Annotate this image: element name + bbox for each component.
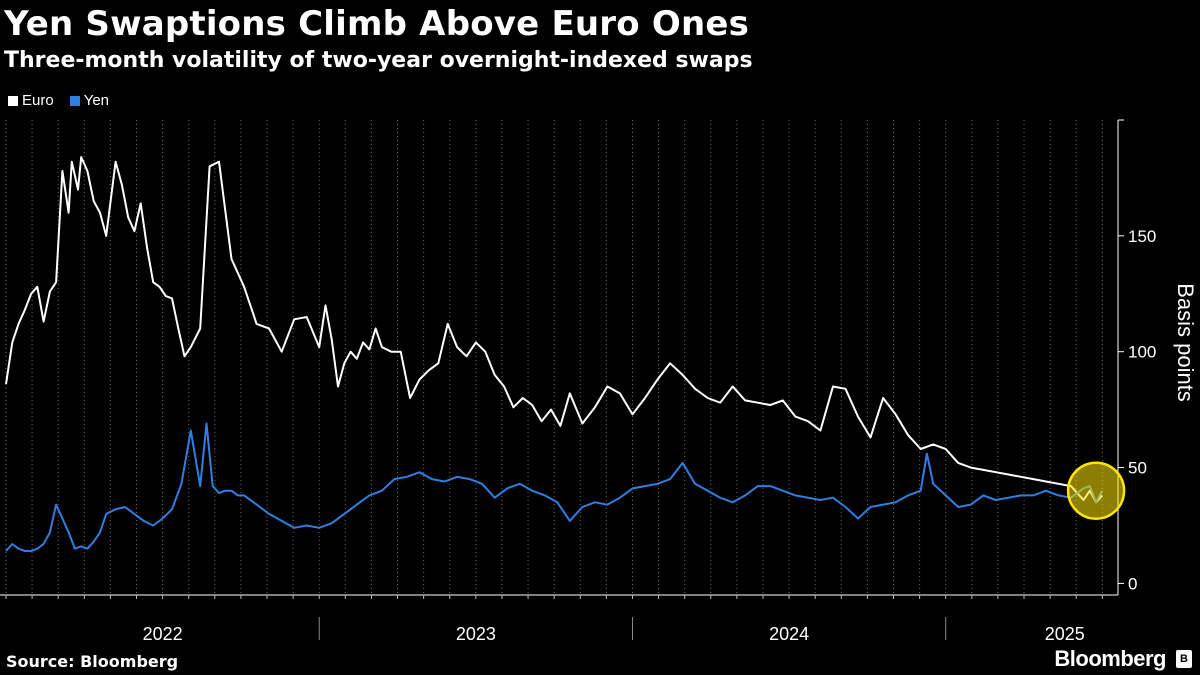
source-note: Source: Bloomberg [6,652,179,671]
legend-swatch-yen [69,95,80,106]
x-tick-label: 2025 [1045,624,1085,640]
y-tick-label: 0 [1128,574,1137,593]
legend-swatch-euro [8,95,18,106]
y-axis-label: Basis points [1173,283,1198,402]
chart-subtitle: Three-month volatility of two-year overn… [4,48,753,73]
highlight-circle [1066,461,1126,520]
x-tick-label: 2022 [143,624,183,640]
line-chart: 2022 2023 2024 2025 0 50 100 150 Basis points [0,119,1198,640]
series-line-yen [5,422,1104,552]
legend-item-euro: Euro [8,92,54,109]
x-tick-label: 2023 [456,624,496,640]
chart-title: Yen Swaptions Climb Above Euro Ones [4,4,750,44]
bloomberg-logo: Bloomberg [1054,646,1166,671]
bloomberg-badge-icon: B [1176,650,1192,668]
legend: Euro Yen [8,92,109,109]
x-tick-label: 2024 [769,624,809,640]
y-tick-label: 150 [1128,227,1156,246]
legend-label-yen: Yen [83,92,109,109]
y-tick-label: 50 [1128,459,1147,478]
y-tick-label: 100 [1128,343,1156,362]
series-line-euro [5,156,1104,504]
legend-label-euro: Euro [22,92,54,109]
legend-item-yen: Yen [69,92,109,109]
